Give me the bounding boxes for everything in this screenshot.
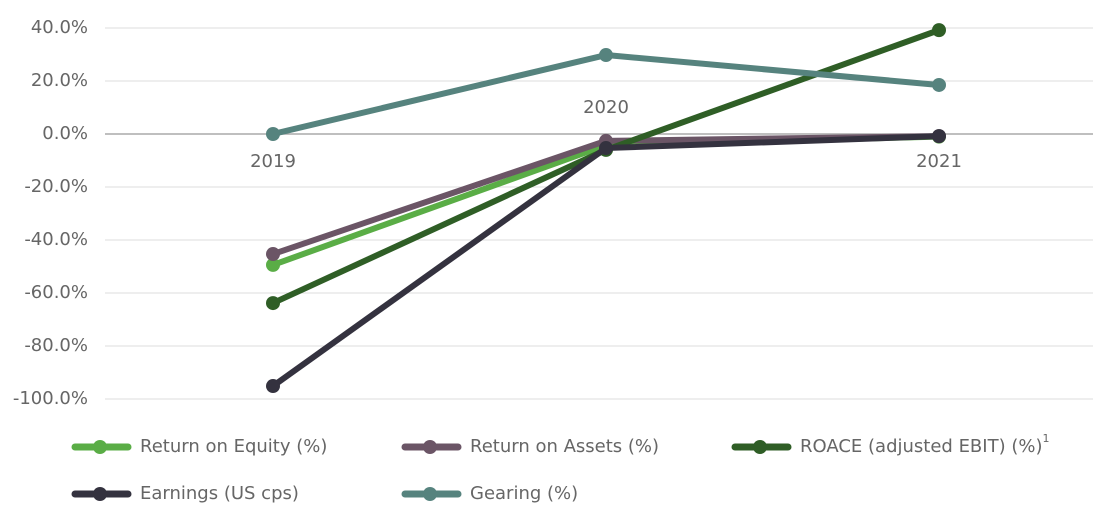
legend-dot bbox=[423, 487, 437, 501]
x-tick-label: 2020 bbox=[583, 97, 629, 118]
data-point bbox=[932, 129, 946, 144]
data-point bbox=[266, 379, 280, 394]
y-tick-label: -80.0% bbox=[24, 335, 88, 356]
y-tick-label: 0.0% bbox=[42, 123, 88, 144]
series-line bbox=[271, 133, 940, 389]
x-tick-label: 2021 bbox=[916, 151, 962, 172]
legend-label: Earnings (US cps) bbox=[140, 483, 299, 504]
data-point bbox=[266, 127, 280, 141]
data-point bbox=[932, 77, 946, 92]
y-tick-label: 40.0% bbox=[31, 17, 88, 38]
legend-label: Return on Equity (%) bbox=[140, 436, 327, 457]
y-tick-label: -40.0% bbox=[24, 229, 88, 250]
y-tick-label: -60.0% bbox=[24, 282, 88, 303]
legend-dot bbox=[753, 440, 767, 454]
data-point bbox=[266, 296, 280, 311]
data-point bbox=[266, 257, 280, 272]
legend-label: Return on Assets (%) bbox=[470, 436, 659, 457]
legend-dot bbox=[93, 487, 107, 501]
legend-label: ROACE (adjusted EBIT) (%)1 bbox=[800, 432, 1049, 457]
legend-dot bbox=[93, 440, 107, 454]
legend-dot bbox=[423, 440, 437, 454]
legend-label: Gearing (%) bbox=[470, 483, 578, 504]
series-line bbox=[271, 27, 941, 306]
data-point bbox=[599, 141, 613, 156]
footnote-marker: 1 bbox=[1042, 432, 1049, 445]
y-tick-label: 20.0% bbox=[31, 70, 88, 91]
x-tick-label: 2019 bbox=[250, 151, 296, 172]
data-point bbox=[599, 48, 613, 63]
y-tick-label: -20.0% bbox=[24, 176, 88, 197]
data-point bbox=[266, 247, 280, 262]
data-point bbox=[932, 23, 946, 38]
y-tick-label: -100.0% bbox=[13, 388, 88, 409]
